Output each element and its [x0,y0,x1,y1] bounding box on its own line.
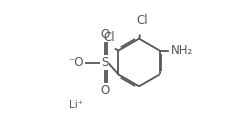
Text: S: S [101,56,108,69]
Text: Cl: Cl [136,14,148,27]
Text: O: O [100,28,110,41]
Text: NH₂: NH₂ [171,44,193,57]
Text: O: O [100,84,110,97]
Text: Li⁺: Li⁺ [69,100,83,110]
Text: ⁻O: ⁻O [68,56,84,69]
Text: Cl: Cl [103,31,115,44]
